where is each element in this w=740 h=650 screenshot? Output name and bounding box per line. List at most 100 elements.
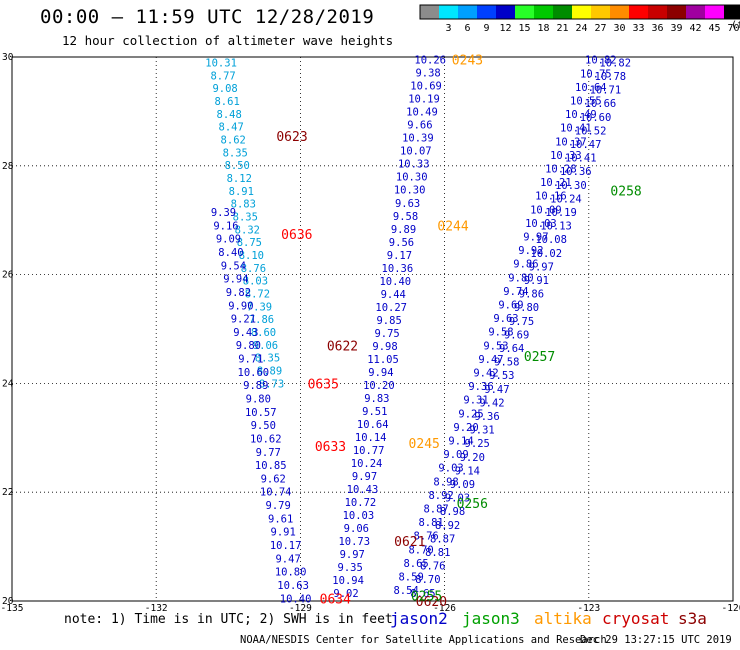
wave-height-label: 9.47 bbox=[484, 384, 509, 396]
track-cryosat-pass-2: 9.399.16 9.098.409.54 9.949.829.90 9.219.43… bbox=[211, 207, 312, 605]
wave-height-label: 9.42 bbox=[479, 397, 504, 409]
pass-time-label: 0258 bbox=[610, 184, 641, 199]
wave-height-label: 10.28 bbox=[545, 164, 577, 176]
wave-height-label: 8.87 bbox=[430, 533, 455, 545]
color-swatch bbox=[686, 5, 705, 19]
wave-height-label: 9.80 bbox=[514, 302, 539, 314]
wave-height-label: 10.19 bbox=[408, 94, 440, 106]
wave-height-label: 9.25 bbox=[458, 408, 483, 420]
x-tick-label: -132 bbox=[145, 603, 168, 614]
wave-height-label: 9.98 bbox=[372, 341, 397, 353]
wave-height-label: 8.54 bbox=[393, 585, 418, 597]
legend-entry-s3a: s3a bbox=[678, 609, 707, 628]
wave-height-label: 10.64 bbox=[357, 419, 389, 431]
wave-height-label: 9.36 bbox=[468, 381, 493, 393]
wave-height-label: 8.65 bbox=[410, 588, 435, 600]
wave-height-label: 10.03 bbox=[525, 218, 557, 230]
wave-height-label: 10.49 bbox=[406, 107, 438, 119]
wave-height-label: 9.20 bbox=[460, 452, 485, 464]
wave-height-label: 10.57 bbox=[245, 407, 277, 419]
wave-height-label: 10.36 bbox=[560, 166, 592, 178]
wave-height-label: 8.70 bbox=[415, 574, 440, 586]
wave-height-label: 9.58 bbox=[393, 211, 418, 223]
legend-entry-jason2: jason2 bbox=[390, 609, 448, 628]
wave-height-label: 8.76 bbox=[241, 263, 266, 275]
wave-height-label: 9.79 bbox=[266, 500, 291, 512]
color-swatch bbox=[515, 5, 534, 19]
wave-height-label: 9.06 bbox=[253, 340, 278, 352]
wave-height-label: 9.53 bbox=[489, 370, 514, 382]
wave-height-label: 9.75 bbox=[509, 316, 534, 328]
wave-height-label: 9.91 bbox=[524, 275, 549, 287]
wave-height-label: 10.24 bbox=[550, 193, 582, 205]
pass-time-label: 0633 bbox=[315, 440, 346, 455]
color-swatch bbox=[705, 5, 724, 19]
wave-height-label: 8.89 bbox=[257, 366, 282, 378]
wave-height-label: 10.47 bbox=[570, 139, 602, 151]
color-swatch bbox=[591, 5, 610, 19]
wave-height-label: 10.72 bbox=[345, 497, 377, 509]
page-subtitle: 12 hour collection of altimeter wave hei… bbox=[62, 33, 394, 48]
wave-height-label: 9.25 bbox=[465, 438, 490, 450]
wave-height-label: 10.36 bbox=[382, 263, 414, 275]
color-swatch bbox=[553, 5, 572, 19]
wave-height-label: 8.76 bbox=[413, 531, 438, 543]
wave-height-label: 10.73 bbox=[338, 536, 370, 548]
wave-height-label: 10.31 bbox=[205, 57, 237, 69]
track-cryosat-pass-1: 10.318.779.088.618.488.478.628.358.508.1… bbox=[205, 57, 284, 390]
color-swatch bbox=[439, 5, 458, 19]
wave-height-label: 9.80 bbox=[246, 394, 271, 406]
wave-height-label: 10.20 bbox=[363, 380, 395, 392]
wave-height-chart: -135 -132 -129 -126 -123 -120 20 22 24 26 28 30 10.2… bbox=[1, 52, 740, 614]
wave-height-label: 8.92 bbox=[435, 520, 460, 532]
color-swatch-label: 9 bbox=[483, 23, 489, 34]
wave-height-label: 9.39 bbox=[211, 207, 236, 219]
pass-time-label: 0257 bbox=[524, 350, 555, 365]
wave-height-label: 9.03 bbox=[445, 493, 470, 505]
wave-height-label: 7.86 bbox=[249, 314, 274, 326]
wave-height-label: 9.58 bbox=[494, 357, 519, 369]
wave-height-label: 9.06 bbox=[344, 523, 369, 535]
y-tick-label: 24 bbox=[2, 378, 14, 389]
page-title: 00:00 – 11:59 UTC 12/28/2019 bbox=[40, 6, 375, 28]
pass-time-label: 0256 bbox=[457, 497, 488, 512]
wave-height-label: 9.54 bbox=[221, 260, 246, 272]
color-swatch bbox=[572, 5, 591, 19]
pass-time-label: 0623 bbox=[276, 130, 307, 145]
wave-height-label: 8.62 bbox=[221, 134, 246, 146]
wave-height-label: 10.85 bbox=[255, 460, 287, 472]
wave-height-label: 9.90 bbox=[228, 300, 253, 312]
wave-height-label: 8.70 bbox=[408, 544, 433, 556]
wave-height-label: 10.03 bbox=[343, 510, 375, 522]
wave-height-label: 10.37 bbox=[555, 136, 587, 148]
color-swatch-label: 33 bbox=[632, 23, 644, 34]
wave-height-label: 9.63 bbox=[493, 313, 518, 325]
wave-height-label: 9.97 bbox=[340, 549, 365, 561]
wave-height-label: 8.92 bbox=[428, 490, 453, 502]
y-tick-label: 20 bbox=[2, 596, 14, 607]
wave-height-label: 9.53 bbox=[483, 340, 508, 352]
wave-height-label: 9.71 bbox=[238, 354, 263, 366]
wave-height-label: 9.31 bbox=[463, 395, 488, 407]
wave-height-label: 8.75 bbox=[237, 237, 262, 249]
wave-height-label: 9.58 bbox=[488, 327, 513, 339]
wave-height-label: 10.30 bbox=[555, 180, 587, 192]
wave-height-label: 8.83 bbox=[231, 199, 256, 211]
wave-height-label: 8.03 bbox=[243, 276, 268, 288]
color-swatch bbox=[477, 5, 496, 19]
wave-height-label: 10.27 bbox=[375, 302, 407, 314]
color-swatch-label: 39 bbox=[670, 23, 682, 34]
color-swatch bbox=[496, 5, 515, 19]
wave-height-label: 9.61 bbox=[268, 513, 293, 525]
wave-height-label: 10.09 bbox=[530, 204, 562, 216]
wave-height-label: 9.51 bbox=[362, 406, 387, 418]
wave-height-label: 10.14 bbox=[355, 432, 387, 444]
wave-height-label: 8.72 bbox=[245, 289, 270, 301]
color-swatch-label: 6 bbox=[464, 23, 470, 34]
color-scale-border bbox=[419, 4, 740, 20]
wave-height-label: 8.10 bbox=[239, 250, 264, 262]
wave-height-label: 10.74 bbox=[260, 487, 292, 499]
wave-height-label: 10.02 bbox=[530, 248, 562, 260]
color-swatch-label: 21 bbox=[556, 23, 568, 34]
